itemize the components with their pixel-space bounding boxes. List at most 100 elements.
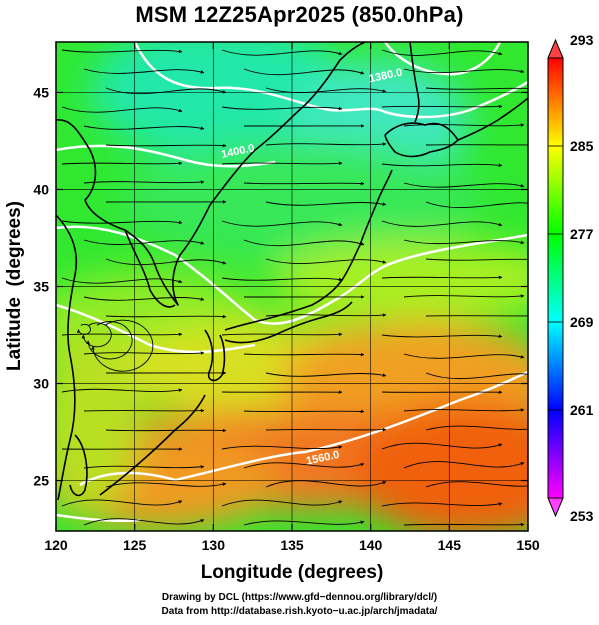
streamline [83, 180, 205, 184]
streamline [83, 239, 205, 245]
contour-line [56, 303, 256, 354]
streamline [403, 294, 525, 298]
coastline-hokkaido [384, 122, 459, 158]
y-tick-label: 45 [33, 84, 49, 100]
x-tick-label: 145 [438, 537, 462, 553]
coastline-sakhalin [409, 42, 420, 123]
colorbar-label: 253 [570, 508, 594, 524]
x-tick-label: 140 [359, 537, 383, 553]
colorbar-gradient [547, 57, 564, 499]
streamline [265, 258, 387, 264]
axes: 120 125 130 135 140 145 150 25 30 35 40 45 [33, 42, 540, 553]
streamline [83, 465, 205, 469]
streamline [403, 353, 525, 359]
streamline [381, 220, 503, 227]
streamline [105, 428, 227, 433]
streamline [221, 220, 343, 227]
contour-lines [56, 42, 528, 522]
streamline [243, 352, 365, 357]
coastline-korea [124, 229, 176, 308]
colorbar-bottom-triangle [547, 497, 564, 518]
streamline-cyclone [91, 319, 154, 372]
streamline [381, 104, 503, 109]
streamline [221, 49, 343, 56]
streamline [105, 87, 227, 95]
colorbar-label: 269 [570, 314, 594, 330]
streamline [243, 462, 365, 469]
streamline [425, 201, 528, 209]
y-axis-label: Latitude (degrees) [4, 201, 25, 371]
x-tick-label: 120 [44, 537, 68, 553]
colorbar-label: 261 [570, 402, 594, 418]
streamline [83, 351, 205, 355]
streamline [221, 161, 343, 166]
streamline [403, 182, 525, 188]
streamline [83, 296, 205, 301]
contour-line [56, 225, 528, 325]
streamline [105, 482, 227, 488]
y-tick-label: 40 [33, 181, 49, 197]
streamline [61, 332, 183, 337]
x-tick-label: 150 [516, 537, 540, 553]
x-tick-label: 135 [280, 537, 304, 553]
streamline [105, 143, 227, 148]
streamline [61, 499, 183, 507]
credit-drawing: Drawing by DCL (https://www.gfd−dennou.o… [161, 592, 438, 603]
streamline [265, 87, 387, 93]
streamline [265, 142, 387, 146]
colorbar-top-triangle [547, 38, 564, 59]
streamline [265, 427, 387, 432]
streamline [221, 277, 343, 282]
credit-data: Data from http://database.rish.kyoto−u.a… [161, 606, 438, 617]
map-title: MSM 12Z25Apr2025 (850.0hPa) [135, 2, 464, 27]
streamline [425, 87, 528, 90]
streamline [61, 49, 183, 54]
streamline [221, 499, 343, 507]
streamline [403, 123, 525, 127]
streamline [61, 106, 183, 113]
streamline [425, 481, 528, 488]
streamline [83, 125, 205, 130]
colorbar-label: 277 [570, 226, 594, 242]
x-tick-label: 125 [123, 537, 147, 553]
streamline [403, 461, 525, 469]
streamline [381, 502, 503, 507]
streamline [265, 201, 387, 206]
streamline [381, 442, 503, 450]
streamline [243, 181, 365, 186]
streamline [381, 275, 503, 280]
contour-line [383, 42, 502, 76]
x-axis-label: Longitude (degrees) [201, 562, 384, 583]
streamline [105, 258, 227, 266]
streamline [381, 49, 503, 56]
x-tick-label: 130 [202, 537, 226, 553]
streamline [83, 68, 205, 74]
streamline-cyclone [76, 323, 91, 335]
colorbar: 293 285 277 269 261 253 [547, 32, 594, 524]
coastline-mainland [56, 42, 366, 306]
contour-line [133, 42, 528, 119]
streamline [221, 445, 343, 450]
streamline [425, 372, 528, 380]
streamline [221, 332, 343, 337]
streamlines [61, 49, 528, 527]
contour-line [56, 144, 276, 168]
streamline [381, 163, 503, 167]
streamline [425, 258, 528, 261]
streamline [61, 161, 183, 166]
streamline [265, 313, 387, 317]
colorbar-label: 285 [570, 138, 594, 154]
y-tick-label: 30 [33, 376, 49, 392]
streamline [61, 220, 183, 225]
contour-line [79, 370, 528, 487]
streamline [83, 518, 205, 526]
streamline [403, 239, 525, 245]
coastline-honshu-south [224, 301, 353, 344]
streamline [403, 68, 525, 74]
streamline [265, 480, 387, 488]
streamline [243, 239, 365, 247]
streamline [243, 68, 365, 76]
streamline [243, 409, 365, 414]
streamline [105, 314, 227, 319]
